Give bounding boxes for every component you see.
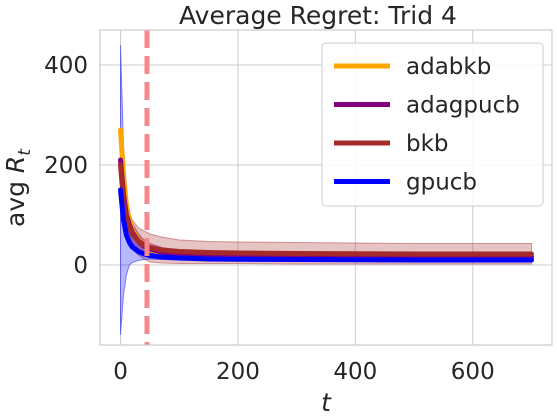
legend-label-gpucb: gpucb <box>406 170 477 196</box>
legend: adabkb adagpucb bkb gpucb <box>321 42 544 207</box>
x-tick-label-3: 600 <box>451 359 495 385</box>
line-bkb <box>118 162 534 257</box>
y-tick-label-2: 400 <box>44 53 88 79</box>
legend-label-bkb: bkb <box>406 131 449 157</box>
legend-items: adabkb adagpucb bkb gpucb <box>334 54 520 196</box>
y-axis-label-prefix: avg <box>1 173 30 227</box>
y-tick-labels: 0 200 400 <box>44 53 88 279</box>
series-lines <box>118 127 534 263</box>
y-axis-label-symbol: R <box>1 156 30 173</box>
chart-title: Average Regret: Trid 4 <box>179 1 457 30</box>
y-tick-label-1: 200 <box>44 153 88 179</box>
legend-box <box>321 42 544 207</box>
x-tick-label-0: 0 <box>113 359 128 385</box>
legend-label-adabkb: adabkb <box>406 54 491 80</box>
y-axis-label-subscript: t <box>15 148 35 156</box>
legend-label-adagpucb: adagpucb <box>406 93 520 119</box>
x-axis-label: t <box>321 388 332 417</box>
y-axis-label: avg Rt <box>1 148 35 227</box>
x-tick-label-1: 200 <box>216 359 260 385</box>
plot-frame <box>99 29 553 346</box>
y-tick-label-0: 0 <box>73 253 88 279</box>
line-gpucb <box>118 187 534 263</box>
x-tick-label-2: 400 <box>333 359 377 385</box>
x-tick-labels: 0 200 400 600 <box>113 359 494 385</box>
